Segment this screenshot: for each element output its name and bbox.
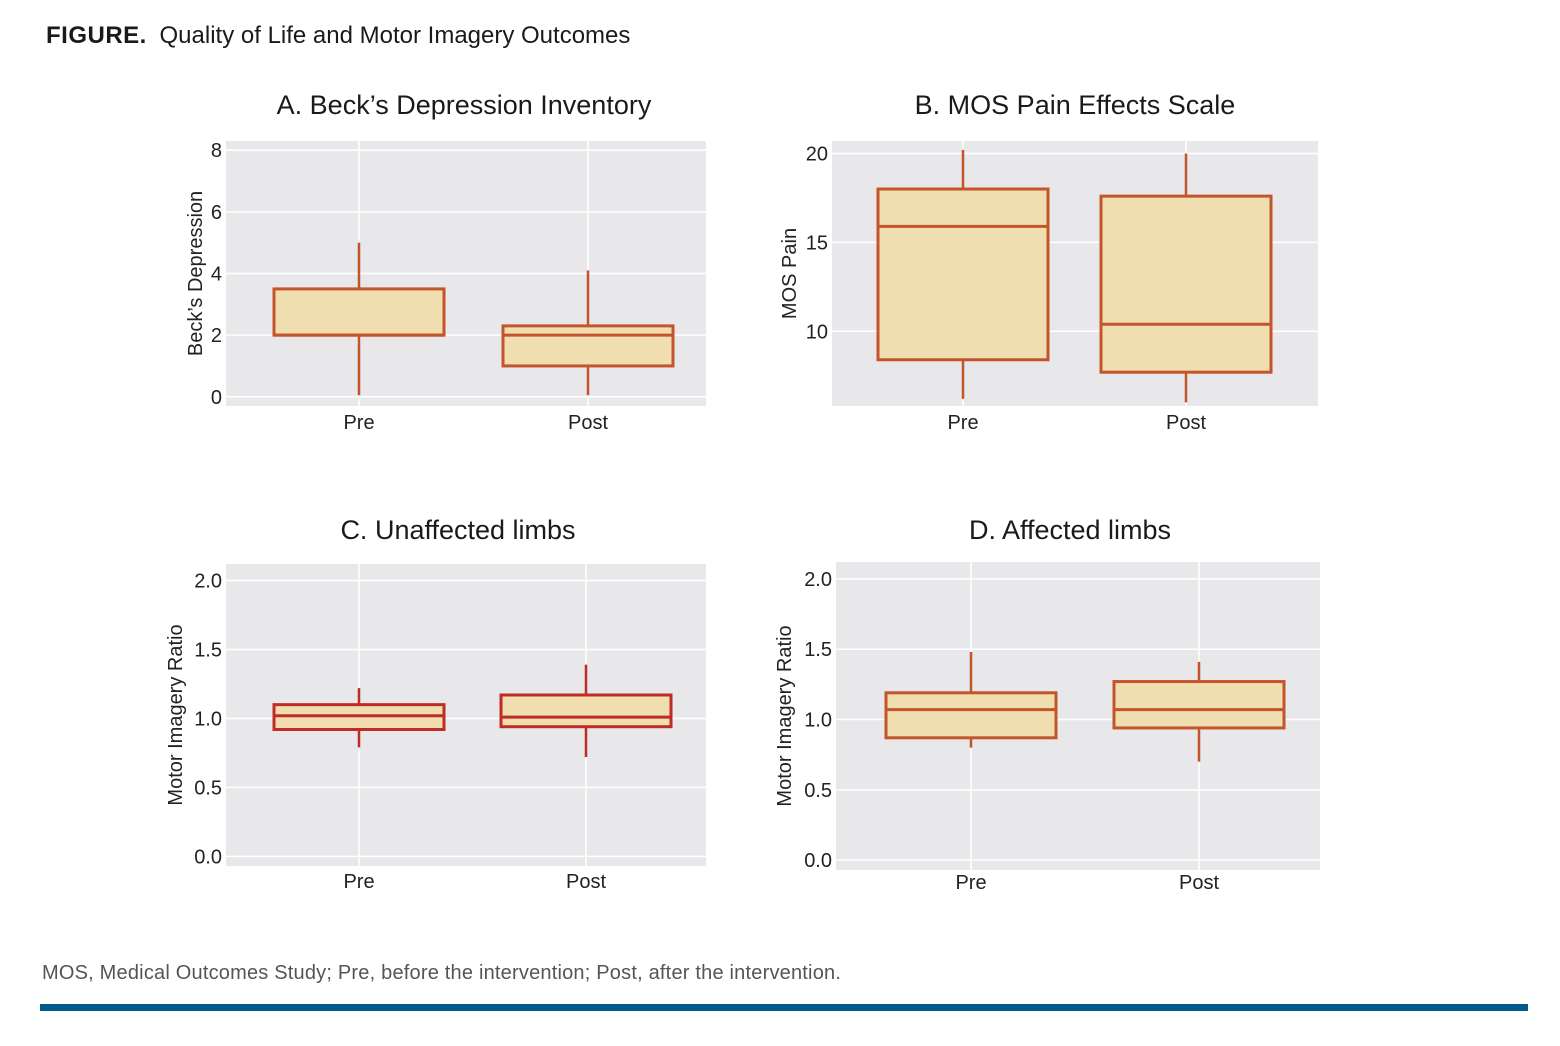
- x-tick-label-pre: Pre: [947, 412, 978, 434]
- y-tick-label: 1.0: [194, 708, 222, 730]
- chart-panel-2: 0.0 0.5 1.0 1.5 2.0 Pre Post C. Unaffected limb…: [165, 515, 706, 893]
- x-tick-label-post: Post: [1166, 412, 1206, 434]
- bottom-rule: [40, 1004, 1528, 1011]
- x-tick-label-pre: Pre: [343, 412, 374, 434]
- box-post: [499, 664, 673, 758]
- box-iqr: [884, 691, 1058, 740]
- box-post: [1112, 661, 1286, 762]
- y-tick-label: 0.5: [804, 780, 832, 802]
- box-iqr: [272, 287, 446, 337]
- box-pre: [272, 242, 446, 396]
- y-tick-label: 6: [211, 202, 222, 224]
- chart-title: B. MOS Pain Effects Scale: [915, 90, 1236, 120]
- y-tick-label: 1.5: [804, 639, 832, 661]
- y-tick-label: 2.0: [804, 569, 832, 591]
- y-tick-label: 2.0: [194, 571, 222, 593]
- y-tick-label: 4: [211, 264, 222, 286]
- y-tick-label: 15: [806, 232, 828, 254]
- y-tick-label: 8: [211, 140, 222, 162]
- chart-panel-3: 0.0 0.5 1.0 1.5 2.0 Pre Post D. Affected limbs M…: [774, 515, 1320, 894]
- figure-title: Quality of Life and Motor Imagery Outcom…: [159, 22, 631, 49]
- box-iqr: [1112, 680, 1286, 730]
- chart-title: C. Unaffected limbs: [340, 515, 575, 545]
- box-iqr: [499, 693, 673, 729]
- box-iqr: [876, 187, 1050, 362]
- box-post: [1099, 153, 1273, 403]
- y-axis-label: Beck’s Depression: [185, 191, 207, 356]
- chart-panel-1: 10 15 20 Pre Post B. MOS Pain Effects Scale MO…: [779, 90, 1318, 434]
- chart-title: D. Affected limbs: [969, 515, 1171, 545]
- y-tick-label: 1.0: [804, 710, 832, 732]
- y-tick-label: 2: [211, 325, 222, 347]
- y-tick-label: 0: [211, 387, 222, 409]
- figure-label: FIGURE.: [46, 22, 147, 49]
- y-tick-label: 20: [806, 143, 828, 165]
- y-tick-label: 1.5: [194, 639, 222, 661]
- y-tick-label: 0.0: [194, 846, 222, 868]
- box-pre: [884, 652, 1058, 748]
- y-axis-label: MOS Pain: [779, 228, 801, 319]
- box-iqr: [1099, 194, 1273, 374]
- box-post: [501, 270, 675, 396]
- x-tick-label-pre: Pre: [955, 872, 986, 894]
- box-pre: [272, 688, 446, 748]
- y-axis-label: Motor Imagery Ratio: [774, 625, 796, 806]
- y-tick-label: 0.5: [194, 777, 222, 799]
- y-tick-label: 0.0: [804, 850, 832, 872]
- chart-panel-0: 0 2 4 6 8 Pre Post A. Beck’s Depression Invento…: [185, 90, 706, 434]
- x-tick-label-post: Post: [568, 412, 608, 434]
- y-tick-label: 10: [806, 321, 828, 343]
- box-pre: [876, 149, 1050, 399]
- chart-title: A. Beck’s Depression Inventory: [277, 90, 652, 120]
- x-tick-label-post: Post: [1179, 872, 1219, 894]
- x-tick-label-post: Post: [566, 871, 606, 893]
- figure-footnote: MOS, Medical Outcomes Study; Pre, before…: [42, 962, 842, 984]
- box-iqr: [501, 324, 675, 368]
- y-axis-label: Motor Imagery Ratio: [165, 624, 187, 805]
- x-tick-label-pre: Pre: [343, 871, 374, 893]
- figure-header: FIGURE. Quality of Life and Motor Imager…: [46, 22, 630, 50]
